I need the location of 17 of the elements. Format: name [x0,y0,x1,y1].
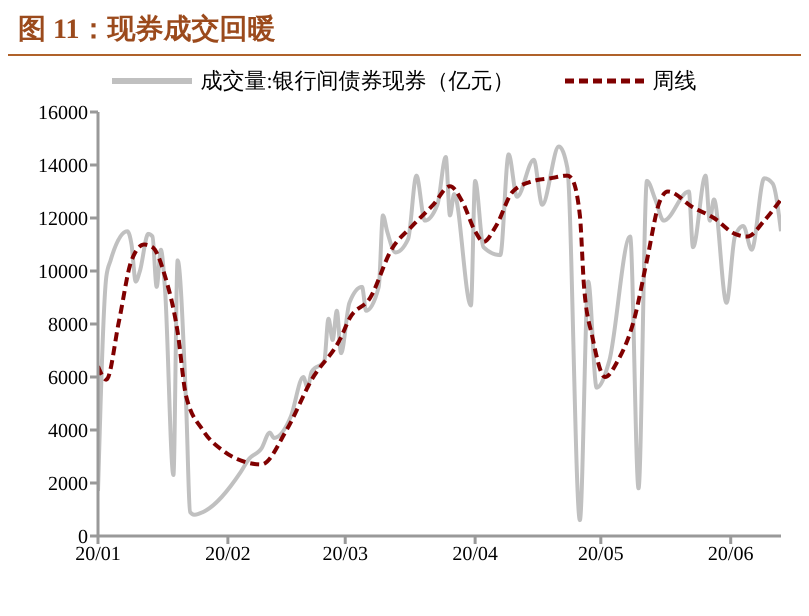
y-tick-label: 8000 [48,314,88,336]
y-tick-label: 10000 [38,261,88,284]
x-tick-label: 20/01 [75,543,121,566]
y-tick-label: 14000 [38,155,88,178]
x-tick-label: 20/04 [452,543,498,566]
y-tick-label: 16000 [38,102,88,124]
y-tick-label: 6000 [48,367,88,390]
y-tick-label: 4000 [48,420,88,442]
x-tick-label: 20/03 [322,543,368,566]
y-tick-label: 12000 [38,208,88,230]
x-tick-label: 20/06 [708,543,754,566]
x-tick-label: 20/02 [205,543,251,566]
legend-label: 周线 [652,67,697,95]
chart-title: 图 11：现券成交回暖 [8,8,801,56]
x-tick-label: 20/05 [578,543,624,566]
y-tick-label: 2000 [48,473,88,496]
legend-label: 成交量:银行间债券现券（亿元） [200,67,515,95]
